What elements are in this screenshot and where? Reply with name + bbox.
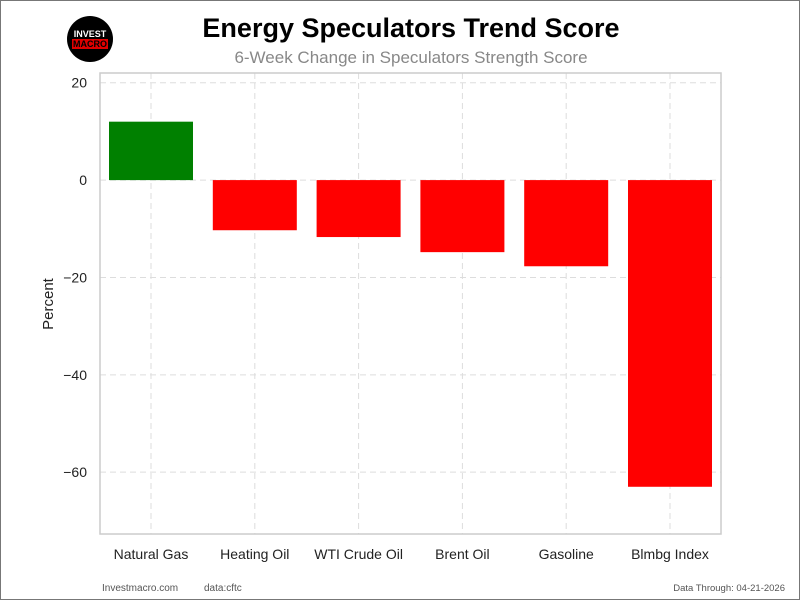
y-tick-label: −40 [63, 367, 87, 383]
chart-title: Energy Speculators Trend Score [202, 13, 620, 43]
logo-text-macro: MACRO [72, 39, 108, 49]
chart-subtitle: 6-Week Change in Speculators Strength Sc… [234, 48, 588, 67]
bar-wti-crude-oil [316, 180, 401, 238]
x-tick-label: Gasoline [539, 546, 594, 562]
y-axis-label: Percent [40, 277, 57, 330]
investmacro-logo: INVEST MACRO [67, 16, 113, 62]
bar-gasoline [524, 180, 609, 267]
x-tick-label: Natural Gas [114, 546, 189, 562]
plot-border [99, 72, 722, 535]
footer-date: Data Through: 04-21-2026 [673, 583, 785, 594]
logo-text-invest: INVEST [73, 29, 107, 39]
x-tick-label: Brent Oil [435, 546, 489, 562]
y-tick-label: 20 [71, 75, 87, 91]
bar-brent-oil [420, 180, 505, 253]
x-tick-label: WTI Crude Oil [314, 546, 403, 562]
y-tick-label: −60 [63, 464, 87, 480]
x-tick-label: Blmbg Index [631, 546, 709, 562]
y-tick-label: −20 [63, 269, 87, 285]
y-tick-label: 0 [79, 172, 87, 188]
bar-heating-oil [212, 180, 297, 231]
bar-natural-gas [109, 121, 193, 181]
footer-source: data:cftc [204, 583, 242, 594]
x-tick-label: Heating Oil [220, 546, 289, 562]
bar-blmbg-index [628, 180, 712, 487]
footer-site: Investmacro.com [102, 583, 179, 594]
